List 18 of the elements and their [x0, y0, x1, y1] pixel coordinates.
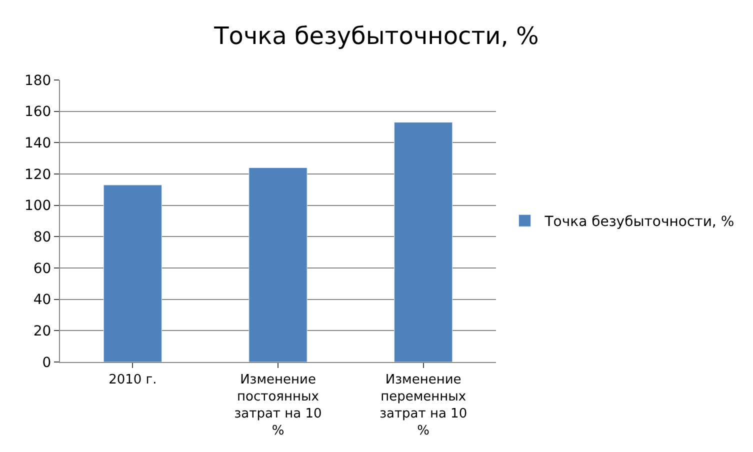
chart-title: Точка безубыточности, %: [213, 22, 539, 50]
y-tick-label: 20: [33, 324, 52, 340]
y-tick-label: 140: [24, 136, 52, 152]
y-tick-label: 60: [33, 260, 52, 277]
y-tick-label: 180: [24, 72, 52, 89]
x-tick-label: Изменение переменных затрат на 10 %: [380, 372, 468, 438]
y-tick-label: 160: [24, 104, 52, 120]
bar: [394, 122, 453, 362]
y-tick-label: 0: [42, 354, 52, 371]
y-tick-label: 40: [33, 292, 52, 308]
y-tick-label: 100: [24, 198, 52, 214]
y-tick-label: 80: [33, 230, 52, 246]
x-tick-label: 2010 г.: [108, 372, 157, 388]
x-tick-label: Изменение постоянных затрат на 10 %: [234, 372, 322, 438]
y-tick-label: 120: [24, 166, 52, 183]
bar: [248, 167, 308, 362]
legend-label: Точка безубыточности, %: [544, 214, 734, 230]
bar: [103, 184, 162, 362]
